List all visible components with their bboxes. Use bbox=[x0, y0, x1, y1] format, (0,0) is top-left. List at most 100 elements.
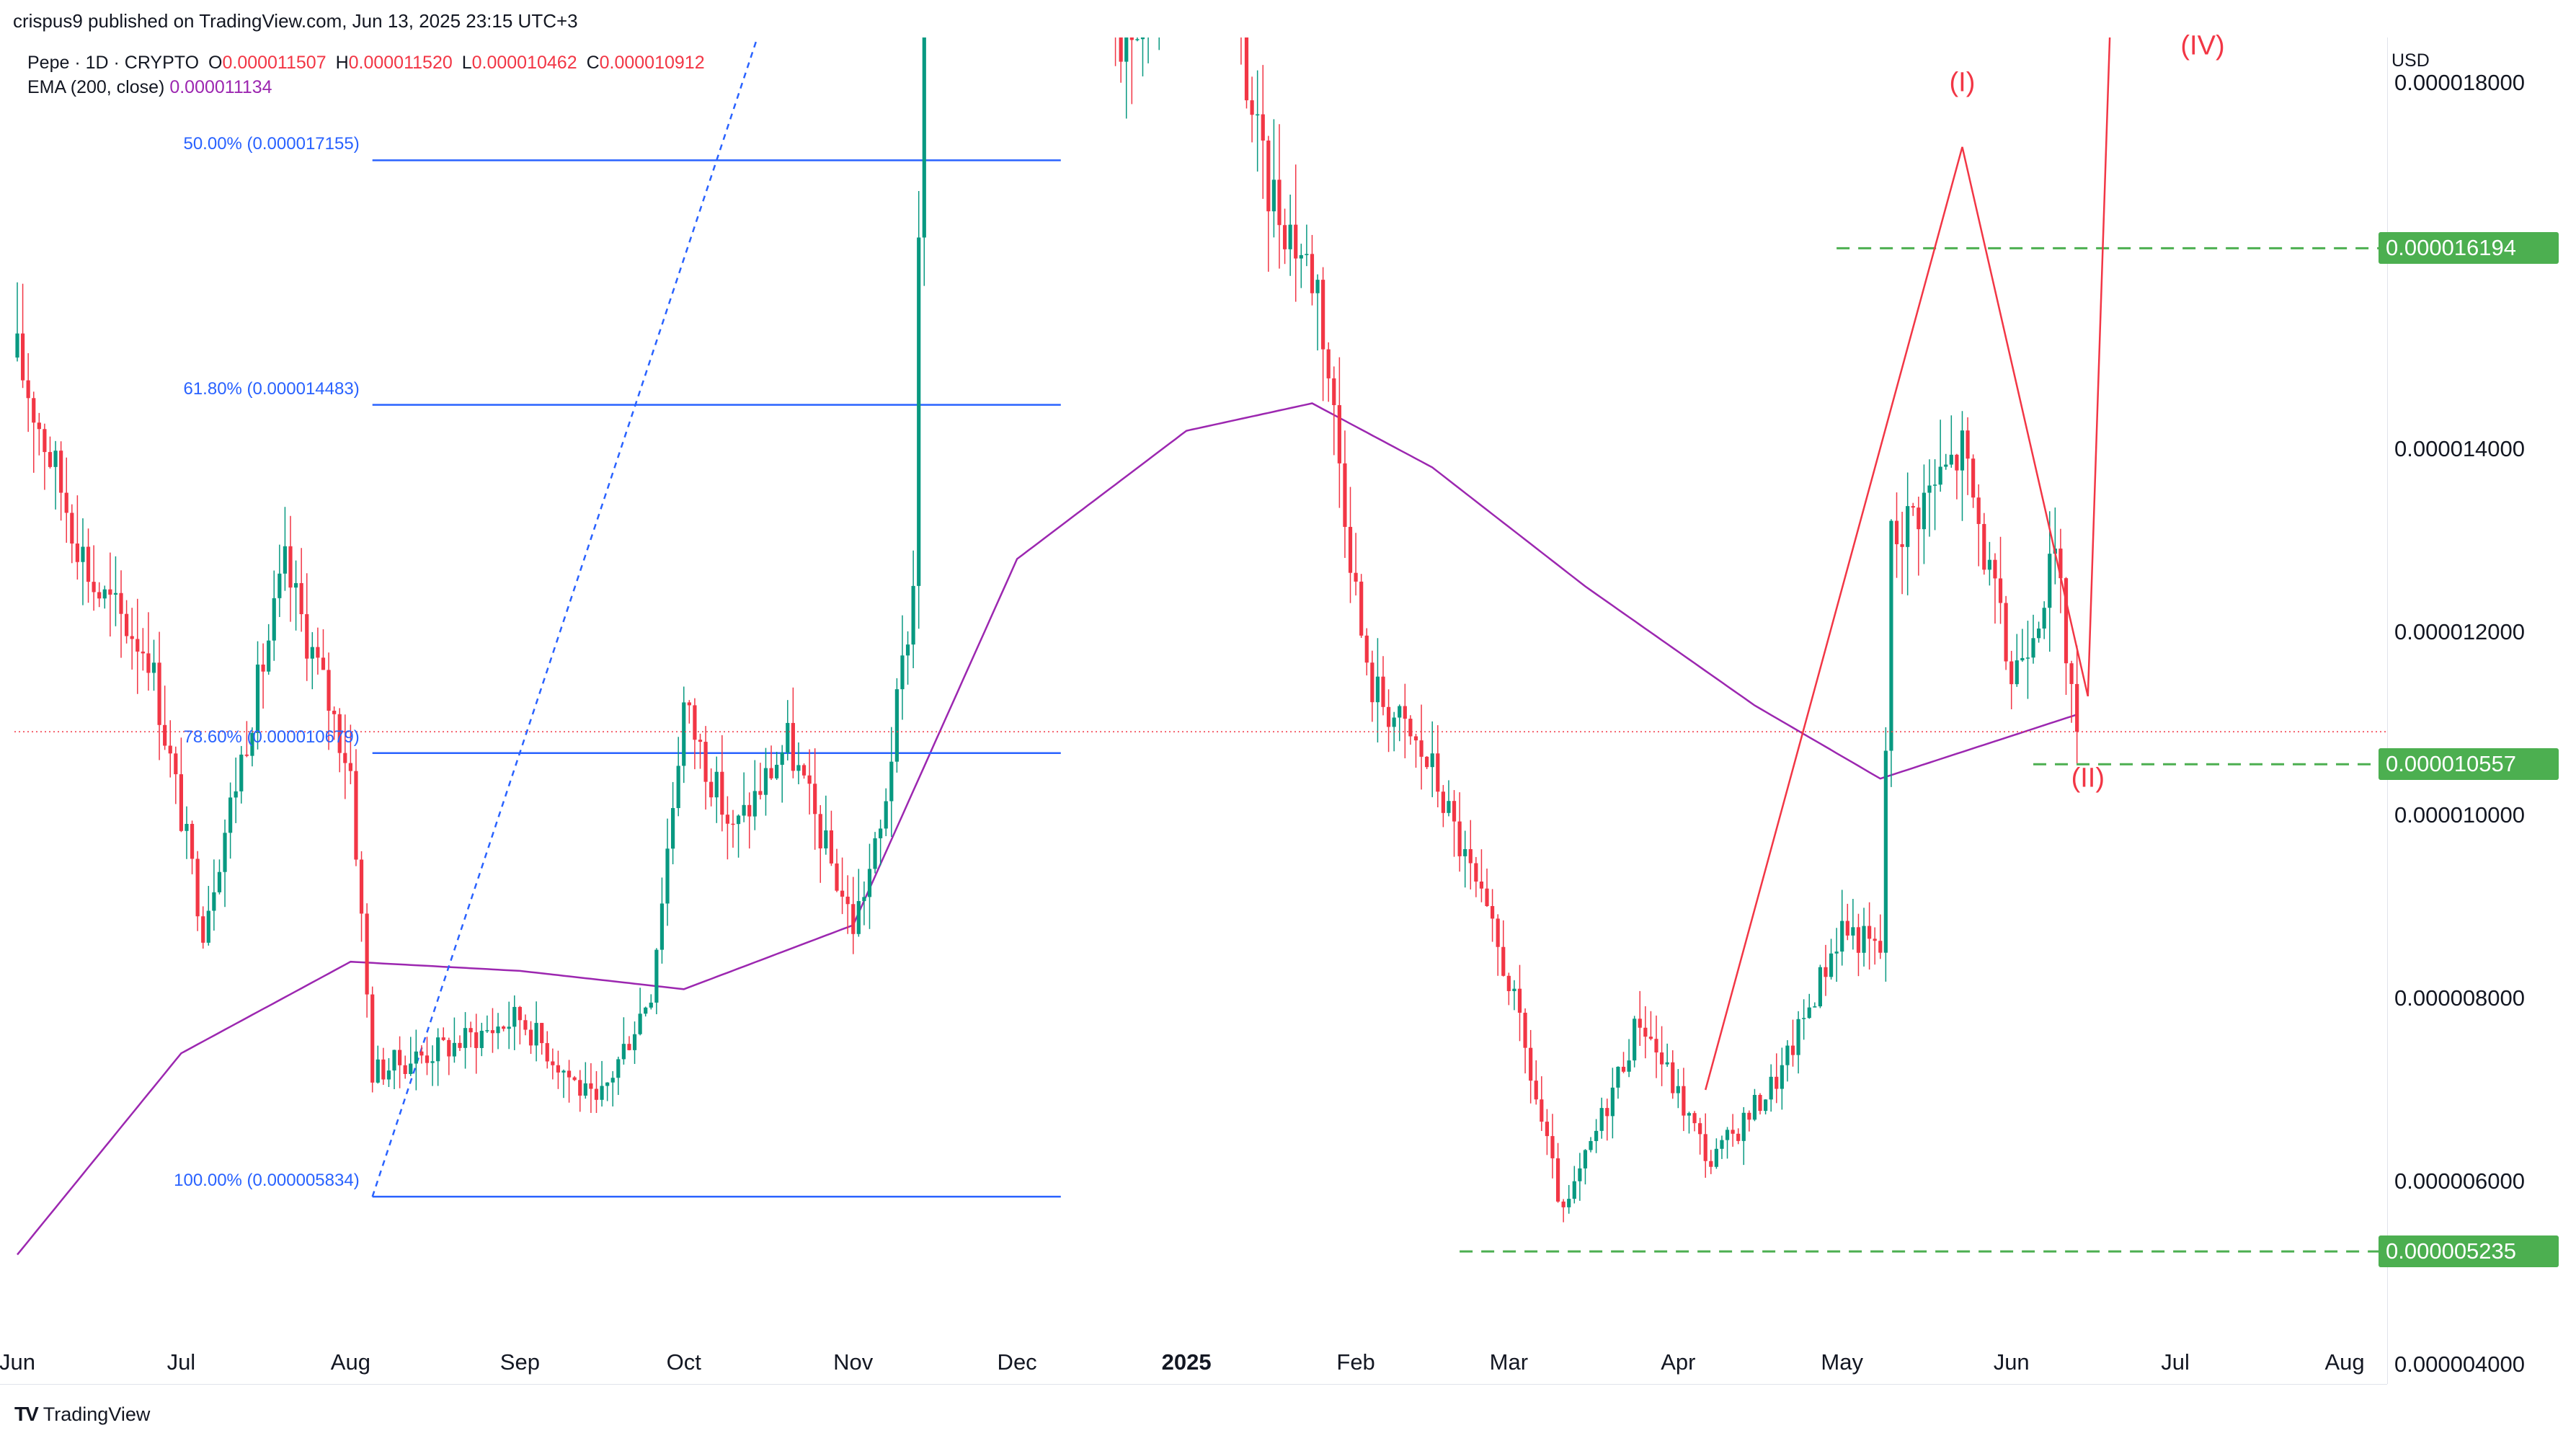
time-tick-label: Jul bbox=[2161, 1349, 2190, 1375]
candle-body bbox=[1818, 967, 1822, 1007]
candle-body bbox=[261, 664, 265, 672]
tradingview-brand[interactable]: TV TradingView bbox=[14, 1403, 150, 1426]
candle-body bbox=[856, 901, 861, 934]
candle-body bbox=[1741, 1112, 1746, 1141]
candle-body bbox=[873, 838, 877, 869]
legend-symbol[interactable]: Pepe · 1D · CRYPTO bbox=[27, 53, 200, 73]
candle-body bbox=[1987, 559, 1991, 570]
candle-body bbox=[212, 892, 216, 911]
candle-body bbox=[190, 823, 195, 859]
candle-body bbox=[720, 771, 724, 815]
time-tick-label: Aug bbox=[2324, 1349, 2365, 1375]
candle-body bbox=[468, 1028, 473, 1033]
candle-body bbox=[594, 1088, 599, 1100]
candle-body bbox=[272, 598, 276, 641]
candle-body bbox=[1976, 497, 1981, 524]
candle-body bbox=[1332, 378, 1336, 406]
candle-body bbox=[1413, 736, 1418, 741]
candle-body bbox=[1747, 1112, 1751, 1120]
candle-body bbox=[829, 830, 834, 864]
candle-body bbox=[1971, 458, 1976, 498]
candle-body bbox=[1873, 939, 1877, 941]
price-tick-label: 0.000012000 bbox=[2394, 619, 2526, 644]
candle-body bbox=[1517, 988, 1522, 1013]
candle-body bbox=[398, 1050, 402, 1065]
candle-body bbox=[496, 1026, 500, 1034]
legend-ema-row: EMA (200, close) 0.000011134 bbox=[27, 75, 705, 99]
candle-body bbox=[545, 1043, 549, 1062]
fib-trend-line bbox=[371, 37, 759, 1197]
candle-body bbox=[343, 753, 347, 763]
legend-close-value: 0.000010912 bbox=[599, 53, 705, 73]
candle-body bbox=[1993, 559, 1997, 579]
legend-ema-label[interactable]: EMA (200, close) bbox=[27, 77, 165, 97]
candle-body bbox=[1944, 464, 1948, 467]
candle-body bbox=[1736, 1133, 1741, 1141]
candle-body bbox=[1599, 1108, 1604, 1131]
time-tick-label: Aug bbox=[330, 1349, 370, 1375]
candle-body bbox=[1463, 849, 1467, 856]
candle-body bbox=[616, 1059, 621, 1078]
candle-body bbox=[1452, 801, 1457, 822]
price-axis[interactable] bbox=[2387, 37, 2576, 1384]
candle-body bbox=[1802, 1018, 1806, 1019]
legend-low-label: L bbox=[461, 53, 472, 73]
candle-body bbox=[1938, 466, 1942, 485]
candle-body bbox=[1266, 141, 1271, 212]
level-price-badge: 0.000010557 bbox=[2379, 748, 2559, 781]
candle-body bbox=[540, 1023, 544, 1044]
candle-body bbox=[900, 655, 905, 690]
price-tick-label: 0.000018000 bbox=[2394, 70, 2526, 95]
time-tick-label: May bbox=[1821, 1349, 1864, 1375]
candle-body bbox=[2069, 663, 2074, 684]
candle-body bbox=[763, 768, 768, 795]
candle-body bbox=[2031, 638, 2035, 658]
candle-body bbox=[293, 582, 298, 588]
chart-pane[interactable] bbox=[14, 37, 2387, 1384]
candle-body bbox=[1572, 1181, 1576, 1199]
chart-legend: Pepe · 1D · CRYPTO O0.000011507 H0.00001… bbox=[27, 50, 705, 99]
candle-body bbox=[796, 765, 801, 771]
candle-body bbox=[113, 593, 118, 595]
candle-body bbox=[512, 1006, 517, 1027]
candle-body bbox=[490, 1030, 495, 1034]
candle-body bbox=[567, 1070, 572, 1078]
candle-body bbox=[64, 492, 68, 513]
candle-body bbox=[403, 1065, 407, 1074]
candle-body bbox=[1392, 717, 1396, 727]
candle-body bbox=[244, 754, 249, 756]
candle-body bbox=[1326, 349, 1331, 378]
price-chart-svg[interactable] bbox=[14, 37, 2387, 1384]
candle-body bbox=[1927, 485, 1932, 493]
candle-body bbox=[125, 613, 129, 636]
candle-body bbox=[2048, 554, 2052, 608]
time-tick-label: Mar bbox=[1489, 1349, 1529, 1375]
currency-label[interactable]: USD bbox=[2391, 50, 2430, 71]
candle-body bbox=[632, 1034, 637, 1050]
candle-body bbox=[136, 639, 140, 652]
candle-body bbox=[92, 582, 96, 593]
candle-body bbox=[851, 904, 856, 934]
candle-body bbox=[425, 1055, 430, 1063]
candle-body bbox=[1829, 953, 1834, 977]
candle-body bbox=[409, 1063, 413, 1074]
candle-body bbox=[70, 513, 74, 544]
candle-body bbox=[889, 761, 894, 802]
candle-body bbox=[1294, 224, 1298, 259]
candle-body bbox=[201, 916, 205, 943]
candle-body bbox=[2058, 549, 2063, 579]
candle-body bbox=[671, 808, 675, 849]
candle-body bbox=[2004, 603, 2008, 662]
candle-body bbox=[1140, 37, 1145, 40]
legend-high-value: 0.000011520 bbox=[348, 53, 453, 73]
candle-body bbox=[917, 237, 921, 586]
candle-body bbox=[1441, 791, 1445, 813]
candle-body bbox=[1491, 905, 1495, 919]
candle-body bbox=[1119, 37, 1123, 62]
candle-body bbox=[174, 753, 178, 775]
candle-body bbox=[1305, 254, 1309, 255]
candle-body bbox=[610, 1078, 615, 1083]
candle-body bbox=[736, 815, 741, 825]
candle-body bbox=[239, 754, 244, 791]
candle-body bbox=[1375, 676, 1380, 703]
